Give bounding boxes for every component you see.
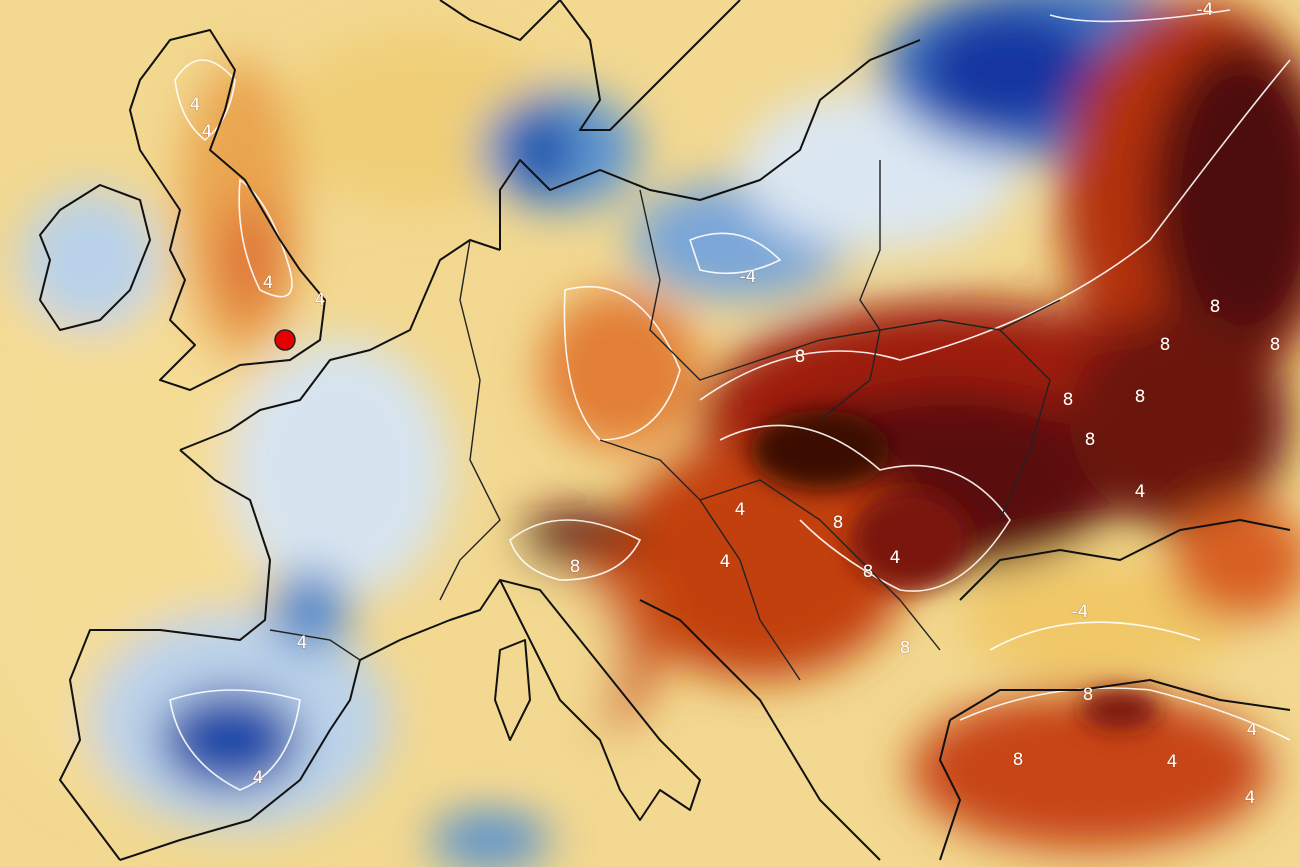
contour-label: 8	[795, 347, 806, 367]
contour-label: 4	[1135, 482, 1146, 502]
borders	[269, 160, 1061, 681]
contour-label: 8	[833, 513, 844, 533]
contour-label: 8	[863, 562, 874, 582]
contour-label: -4	[1197, 0, 1214, 20]
contour-label: 4	[202, 122, 213, 142]
contour-label: 4	[190, 95, 201, 115]
contour-label: 4	[297, 633, 308, 653]
contour-label: 8	[570, 557, 581, 577]
contour-label: 4	[263, 273, 274, 293]
coastlines	[39, 0, 1291, 861]
contour-label: 8	[1063, 390, 1074, 410]
contour-label: 8	[1135, 387, 1146, 407]
contour-label: 4	[890, 548, 901, 568]
contour-label: 8	[900, 638, 911, 658]
location-marker	[274, 329, 296, 351]
contour-label: 4	[253, 768, 264, 788]
contour-label: 4	[720, 552, 731, 572]
contour-label: 8	[1013, 750, 1024, 770]
contour-label: 8	[1085, 430, 1096, 450]
contour-label: 4	[1245, 788, 1256, 808]
contour-label: 4	[1167, 752, 1178, 772]
contour-label: -4	[1072, 602, 1089, 622]
contour-label: 8	[1210, 297, 1221, 317]
contour-label: 4	[735, 500, 746, 520]
contour-label: 8	[1160, 335, 1171, 355]
contour-label: 8	[1083, 685, 1094, 705]
contours	[169, 9, 1291, 791]
color-detail	[750, 410, 1160, 730]
contour-label: -4	[740, 267, 757, 287]
contour-label: 8	[1270, 335, 1281, 355]
contour-label: 4	[315, 290, 326, 310]
contour-label: 4	[1247, 720, 1258, 740]
